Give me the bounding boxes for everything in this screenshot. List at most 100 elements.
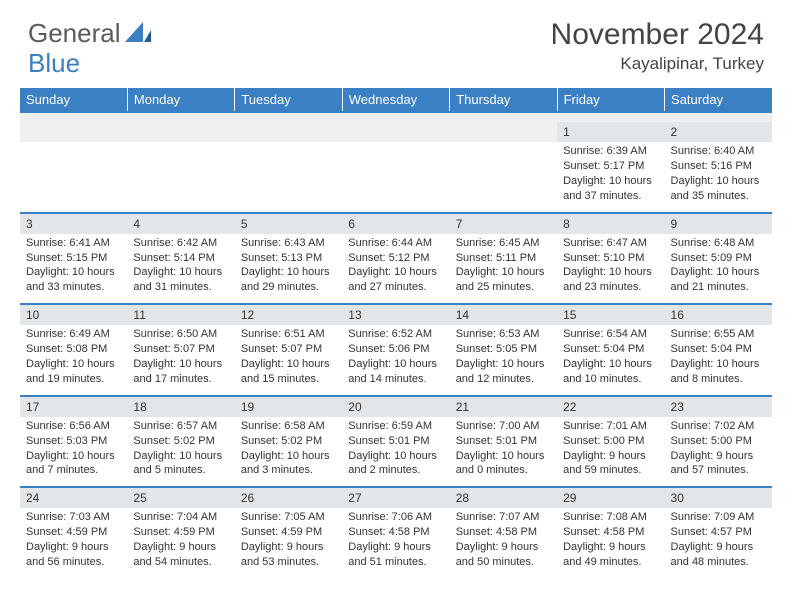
sunrise-text: Sunrise: 6:53 AM [456, 327, 551, 342]
day-number: 16 [665, 305, 772, 325]
brand-logo: General [28, 18, 151, 49]
sunrise-text: Sunrise: 7:02 AM [671, 419, 766, 434]
day-number: 5 [235, 214, 342, 234]
sunrise-text: Sunrise: 6:41 AM [26, 236, 121, 251]
day-number: 26 [235, 488, 342, 508]
sunset-text: Sunset: 5:05 PM [456, 342, 551, 357]
sunset-text: Sunset: 5:07 PM [133, 342, 228, 357]
sunset-text: Sunset: 4:58 PM [563, 525, 658, 540]
sunrise-text: Sunrise: 6:48 AM [671, 236, 766, 251]
day-number [342, 122, 449, 142]
sunrise-text: Sunrise: 7:03 AM [26, 510, 121, 525]
daylight-text: Daylight: 10 hours and 21 minutes. [671, 265, 766, 295]
weekday-header: Friday [557, 88, 664, 112]
sunset-text: Sunset: 4:58 PM [348, 525, 443, 540]
calendar-cell: 13Sunrise: 6:52 AMSunset: 5:06 PMDayligh… [342, 304, 449, 396]
sunrise-text: Sunrise: 6:47 AM [563, 236, 658, 251]
day-number: 17 [20, 397, 127, 417]
day-content: Sunrise: 6:59 AMSunset: 5:01 PMDaylight:… [342, 417, 449, 486]
sunset-text: Sunset: 4:58 PM [456, 525, 551, 540]
day-number: 20 [342, 397, 449, 417]
daylight-text: Daylight: 9 hours and 57 minutes. [671, 449, 766, 479]
calendar-head: SundayMondayTuesdayWednesdayThursdayFrid… [20, 88, 772, 112]
page-header: General November 2024 Kayalipinar, Turke… [0, 0, 792, 82]
day-number: 3 [20, 214, 127, 234]
daylight-text: Daylight: 10 hours and 5 minutes. [133, 449, 228, 479]
day-content: Sunrise: 6:44 AMSunset: 5:12 PMDaylight:… [342, 234, 449, 303]
sunset-text: Sunset: 4:59 PM [133, 525, 228, 540]
day-number: 21 [450, 397, 557, 417]
daylight-text: Daylight: 10 hours and 3 minutes. [241, 449, 336, 479]
sunset-text: Sunset: 5:02 PM [133, 434, 228, 449]
day-content: Sunrise: 7:04 AMSunset: 4:59 PMDaylight:… [127, 508, 234, 577]
sunset-text: Sunset: 5:11 PM [456, 251, 551, 266]
day-content: Sunrise: 6:40 AMSunset: 5:16 PMDaylight:… [665, 142, 772, 211]
daylight-text: Daylight: 10 hours and 14 minutes. [348, 357, 443, 387]
sunset-text: Sunset: 5:04 PM [563, 342, 658, 357]
calendar-cell: 25Sunrise: 7:04 AMSunset: 4:59 PMDayligh… [127, 487, 234, 578]
daylight-text: Daylight: 10 hours and 8 minutes. [671, 357, 766, 387]
day-number: 18 [127, 397, 234, 417]
day-number: 25 [127, 488, 234, 508]
day-content: Sunrise: 7:02 AMSunset: 5:00 PMDaylight:… [665, 417, 772, 486]
calendar-cell [127, 122, 234, 213]
day-number: 22 [557, 397, 664, 417]
day-number: 7 [450, 214, 557, 234]
sunset-text: Sunset: 4:59 PM [26, 525, 121, 540]
calendar-cell: 22Sunrise: 7:01 AMSunset: 5:00 PMDayligh… [557, 396, 664, 488]
calendar-cell: 24Sunrise: 7:03 AMSunset: 4:59 PMDayligh… [20, 487, 127, 578]
sunset-text: Sunset: 5:13 PM [241, 251, 336, 266]
brand-part1: General [28, 18, 121, 49]
day-content: Sunrise: 7:06 AMSunset: 4:58 PMDaylight:… [342, 508, 449, 577]
weekday-row: SundayMondayTuesdayWednesdayThursdayFrid… [20, 88, 772, 112]
sunrise-text: Sunrise: 7:06 AM [348, 510, 443, 525]
day-number: 6 [342, 214, 449, 234]
calendar-cell: 26Sunrise: 7:05 AMSunset: 4:59 PMDayligh… [235, 487, 342, 578]
calendar-cell: 8Sunrise: 6:47 AMSunset: 5:10 PMDaylight… [557, 213, 664, 305]
sunset-text: Sunset: 5:00 PM [563, 434, 658, 449]
sunrise-text: Sunrise: 7:00 AM [456, 419, 551, 434]
day-number [235, 122, 342, 142]
sunset-text: Sunset: 5:07 PM [241, 342, 336, 357]
calendar-cell [235, 122, 342, 213]
calendar-cell: 27Sunrise: 7:06 AMSunset: 4:58 PMDayligh… [342, 487, 449, 578]
daylight-text: Daylight: 10 hours and 15 minutes. [241, 357, 336, 387]
daylight-text: Daylight: 10 hours and 25 minutes. [456, 265, 551, 295]
daylight-text: Daylight: 10 hours and 12 minutes. [456, 357, 551, 387]
day-number: 28 [450, 488, 557, 508]
calendar-week: 10Sunrise: 6:49 AMSunset: 5:08 PMDayligh… [20, 304, 772, 396]
day-content: Sunrise: 7:07 AMSunset: 4:58 PMDaylight:… [450, 508, 557, 577]
calendar-cell: 30Sunrise: 7:09 AMSunset: 4:57 PMDayligh… [665, 487, 772, 578]
day-number: 4 [127, 214, 234, 234]
calendar-cell: 7Sunrise: 6:45 AMSunset: 5:11 PMDaylight… [450, 213, 557, 305]
daylight-text: Daylight: 10 hours and 2 minutes. [348, 449, 443, 479]
day-number: 8 [557, 214, 664, 234]
calendar-cell: 11Sunrise: 6:50 AMSunset: 5:07 PMDayligh… [127, 304, 234, 396]
calendar-table: SundayMondayTuesdayWednesdayThursdayFrid… [20, 88, 772, 578]
calendar-cell: 14Sunrise: 6:53 AMSunset: 5:05 PMDayligh… [450, 304, 557, 396]
daylight-text: Daylight: 10 hours and 33 minutes. [26, 265, 121, 295]
daylight-text: Daylight: 10 hours and 17 minutes. [133, 357, 228, 387]
sunrise-text: Sunrise: 6:52 AM [348, 327, 443, 342]
calendar-cell: 19Sunrise: 6:58 AMSunset: 5:02 PMDayligh… [235, 396, 342, 488]
day-number: 29 [557, 488, 664, 508]
sunrise-text: Sunrise: 7:07 AM [456, 510, 551, 525]
sunrise-text: Sunrise: 7:09 AM [671, 510, 766, 525]
sunrise-text: Sunrise: 6:54 AM [563, 327, 658, 342]
day-number: 1 [557, 122, 664, 142]
calendar-cell [450, 122, 557, 213]
day-content: Sunrise: 6:50 AMSunset: 5:07 PMDaylight:… [127, 325, 234, 394]
day-number: 2 [665, 122, 772, 142]
sunrise-text: Sunrise: 6:58 AM [241, 419, 336, 434]
calendar-cell: 18Sunrise: 6:57 AMSunset: 5:02 PMDayligh… [127, 396, 234, 488]
day-content: Sunrise: 6:52 AMSunset: 5:06 PMDaylight:… [342, 325, 449, 394]
sunset-text: Sunset: 5:17 PM [563, 159, 658, 174]
weekday-header: Tuesday [235, 88, 342, 112]
brand-part2: Blue [28, 48, 80, 79]
day-content: Sunrise: 6:41 AMSunset: 5:15 PMDaylight:… [20, 234, 127, 303]
calendar-cell: 10Sunrise: 6:49 AMSunset: 5:08 PMDayligh… [20, 304, 127, 396]
daylight-text: Daylight: 10 hours and 23 minutes. [563, 265, 658, 295]
day-number: 10 [20, 305, 127, 325]
day-number: 19 [235, 397, 342, 417]
day-content: Sunrise: 7:08 AMSunset: 4:58 PMDaylight:… [557, 508, 664, 577]
